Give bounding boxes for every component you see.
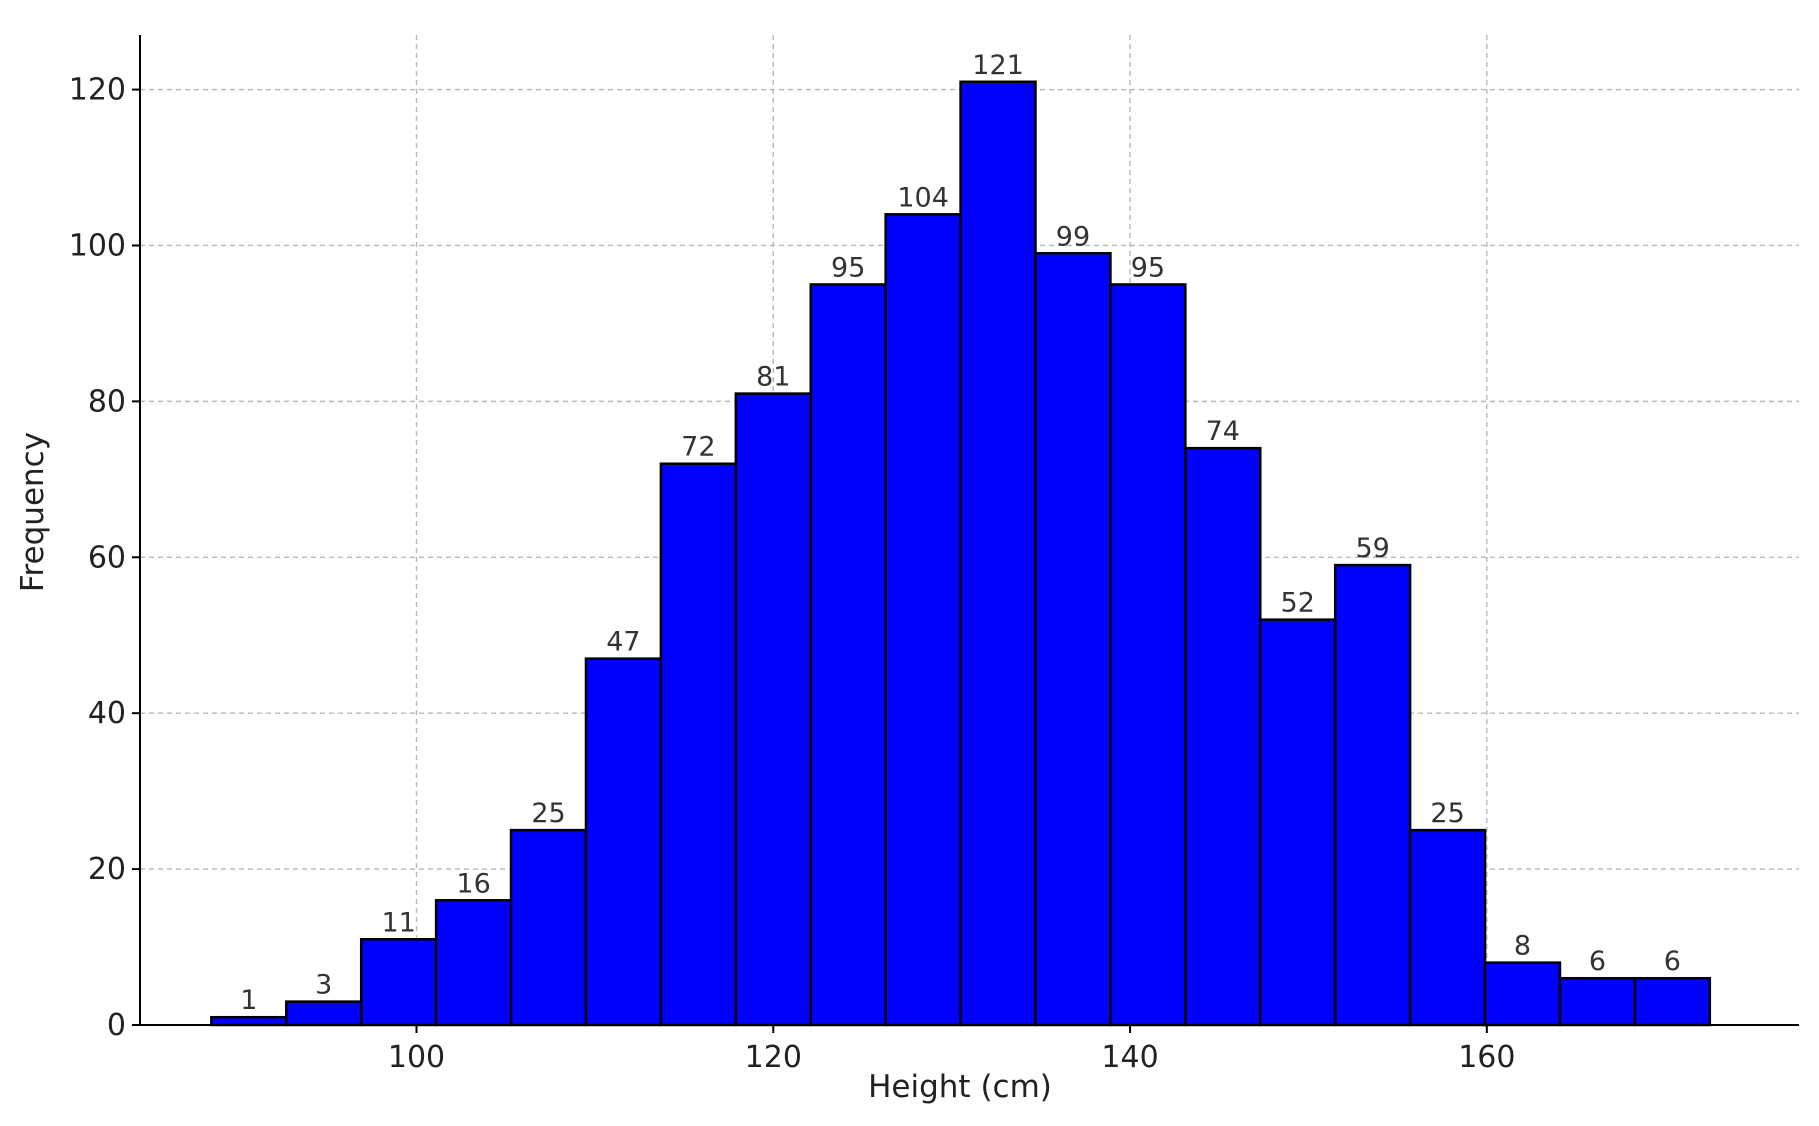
y-tick-label: 120 bbox=[69, 73, 126, 108]
histogram-bar bbox=[1558, 976, 1637, 1027]
bars bbox=[210, 80, 1712, 1027]
histogram-bar bbox=[659, 462, 738, 1027]
bar-value-label: 104 bbox=[897, 182, 949, 213]
histogram-bar bbox=[959, 80, 1037, 1027]
histogram-bar bbox=[1259, 618, 1337, 1027]
bar-labels: 1 3 11 16 25 47 72 81 95 104 121 99 95 74 52 59 25 8 6 6 bbox=[240, 50, 1681, 1016]
bar-value-label: 6 bbox=[1589, 946, 1606, 977]
bar-value-label: 47 bbox=[606, 627, 640, 658]
bar-value-label: 8 bbox=[1514, 931, 1531, 962]
histogram-bar bbox=[1333, 563, 1412, 1027]
x-tick-label: 160 bbox=[1458, 1040, 1515, 1075]
x-axis-label: Height (cm) bbox=[868, 1069, 1052, 1105]
histogram-bar bbox=[1633, 976, 1712, 1027]
histogram-bar bbox=[509, 828, 588, 1027]
bar-value-label: 11 bbox=[381, 907, 415, 938]
histogram-bar bbox=[359, 938, 438, 1027]
bar-value-label: 6 bbox=[1664, 946, 1681, 977]
bar-value-label: 74 bbox=[1206, 416, 1240, 447]
bar-value-label: 121 bbox=[972, 50, 1024, 81]
histogram-bar bbox=[1109, 283, 1187, 1027]
y-tick-label: 0 bbox=[107, 1008, 126, 1043]
bar-value-label: 52 bbox=[1281, 588, 1315, 619]
bar-value-label: 25 bbox=[531, 798, 565, 829]
y-tick-label: 80 bbox=[88, 384, 126, 419]
bar-value-label: 1 bbox=[240, 985, 257, 1016]
bar-value-label: 99 bbox=[1056, 221, 1090, 252]
histogram-bar bbox=[1483, 961, 1562, 1027]
histogram-bar bbox=[884, 213, 962, 1027]
x-tick-label: 140 bbox=[1101, 1040, 1158, 1075]
bar-value-label: 95 bbox=[1131, 252, 1165, 283]
histogram-bar bbox=[210, 1015, 288, 1027]
x-tick-label: 100 bbox=[388, 1040, 445, 1075]
histogram-bar bbox=[809, 283, 887, 1027]
y-axis-label: Frequency bbox=[15, 432, 51, 592]
histogram-bar bbox=[434, 899, 513, 1027]
bar-value-label: 95 bbox=[831, 252, 865, 283]
histogram-bar bbox=[734, 392, 812, 1027]
y-tick-label: 100 bbox=[69, 228, 126, 263]
histogram-bar bbox=[584, 657, 663, 1027]
histogram-bar bbox=[1408, 828, 1487, 1027]
bar-value-label: 25 bbox=[1430, 798, 1464, 829]
histogram-bar bbox=[1184, 446, 1262, 1027]
histogram-bar bbox=[285, 1000, 363, 1027]
y-tick-label: 60 bbox=[88, 540, 126, 575]
ticks: 100 120 140 160 0 20 40 60 80 100 120 bbox=[69, 73, 1516, 1075]
bar-value-label: 81 bbox=[756, 362, 790, 393]
bar-value-label: 16 bbox=[456, 868, 490, 899]
bar-value-label: 3 bbox=[315, 970, 332, 1001]
bar-value-label: 59 bbox=[1355, 533, 1389, 564]
y-tick-label: 40 bbox=[88, 696, 126, 731]
y-tick-label: 20 bbox=[88, 852, 126, 887]
bar-value-label: 72 bbox=[681, 432, 715, 463]
histogram-bar bbox=[1034, 252, 1112, 1027]
x-tick-label: 120 bbox=[745, 1040, 802, 1075]
